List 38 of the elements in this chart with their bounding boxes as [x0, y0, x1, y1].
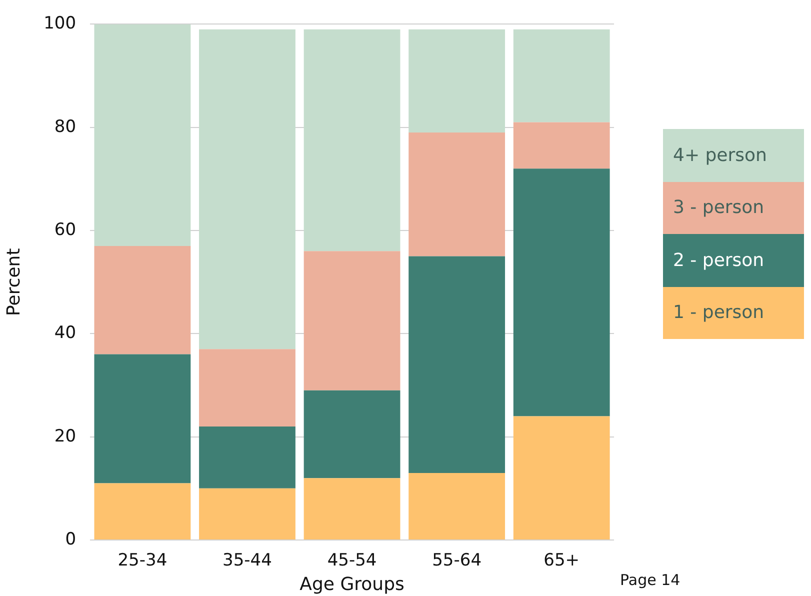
bar [304, 390, 400, 478]
text: 4+ person [663, 129, 804, 182]
y-axis-title: Percent [3, 248, 24, 316]
bar [513, 168, 610, 416]
bar [513, 29, 610, 122]
bar [199, 426, 296, 488]
y-tick-label: 0 [65, 529, 76, 550]
text: 1 - person [663, 286, 804, 339]
y-tick-label: 60 [54, 220, 76, 240]
bar [94, 483, 191, 540]
bar [94, 354, 191, 484]
y-tick-label: 80 [54, 116, 76, 137]
text: Page 14 [620, 571, 680, 589]
bar [199, 29, 296, 350]
x-tick-label: 65+ [544, 550, 580, 571]
bar [408, 29, 506, 133]
x-tick-label: 55-64 [432, 550, 482, 571]
text: 2 - person [663, 234, 804, 286]
text: 3 - person [663, 182, 804, 234]
x-axis-title: Age Groups [300, 574, 404, 595]
bar [408, 132, 506, 256]
y-tick-label: 20 [54, 426, 76, 446]
bar [408, 256, 506, 473]
bar [513, 122, 610, 169]
bar [304, 478, 400, 540]
x-tick-label: 25-34 [118, 550, 168, 571]
bar [304, 251, 400, 390]
x-tick-label: 45-54 [327, 550, 377, 571]
y-tick-label: 40 [54, 323, 76, 344]
bar [304, 29, 400, 252]
bar [408, 472, 506, 540]
bar [199, 488, 296, 540]
bar [199, 349, 296, 427]
y-tick-label: 100 [44, 14, 76, 34]
x-tick-label: 35-44 [222, 550, 272, 571]
bar [513, 416, 610, 540]
bar [94, 24, 191, 246]
bar [94, 246, 191, 354]
